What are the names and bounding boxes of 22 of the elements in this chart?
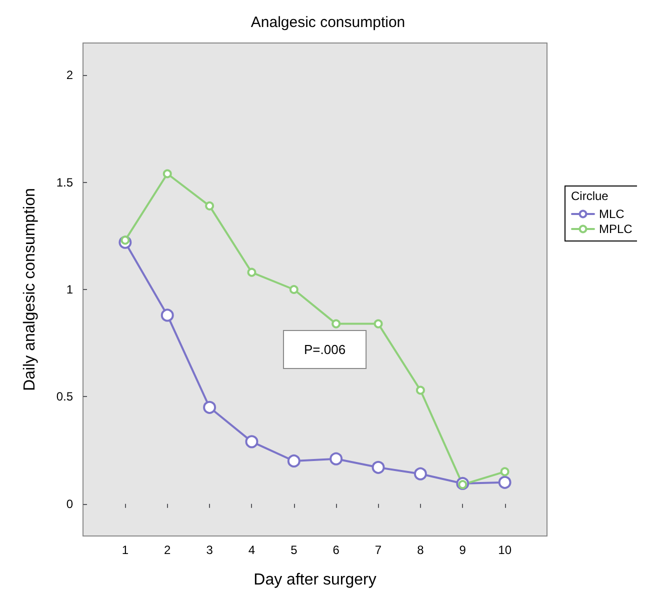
y-tick-label: 1.5 xyxy=(56,175,74,190)
x-tick-label: 2 xyxy=(164,543,172,557)
y-tick-label: 1 xyxy=(66,282,74,296)
chart-title: Analgesic consumption xyxy=(250,14,406,31)
x-tick-label: 6 xyxy=(332,543,340,557)
x-tick-label: 3 xyxy=(206,543,214,557)
x-tick-label: 7 xyxy=(374,543,382,557)
legend-label: MPLC xyxy=(599,222,633,236)
y-tick-label: 0.5 xyxy=(56,390,74,404)
y-axis-title: Daily analgesic consumption xyxy=(22,188,38,391)
x-tick-label: 4 xyxy=(248,543,256,557)
y-tick-label: 0 xyxy=(66,496,74,511)
x-tick-label: 9 xyxy=(459,543,466,557)
annotation: P=.006 xyxy=(304,342,346,357)
x-tick-label: 1 xyxy=(122,543,129,557)
x-tick-label: 8 xyxy=(417,543,424,557)
x-tick-label: 10 xyxy=(498,543,512,557)
x-tick-label: 5 xyxy=(290,543,298,557)
legend-label: MLC xyxy=(599,207,625,221)
legend-title: Circlue xyxy=(571,189,609,203)
x-axis-title: Day after surgery xyxy=(254,572,376,588)
y-tick-label: 2 xyxy=(66,68,74,82)
